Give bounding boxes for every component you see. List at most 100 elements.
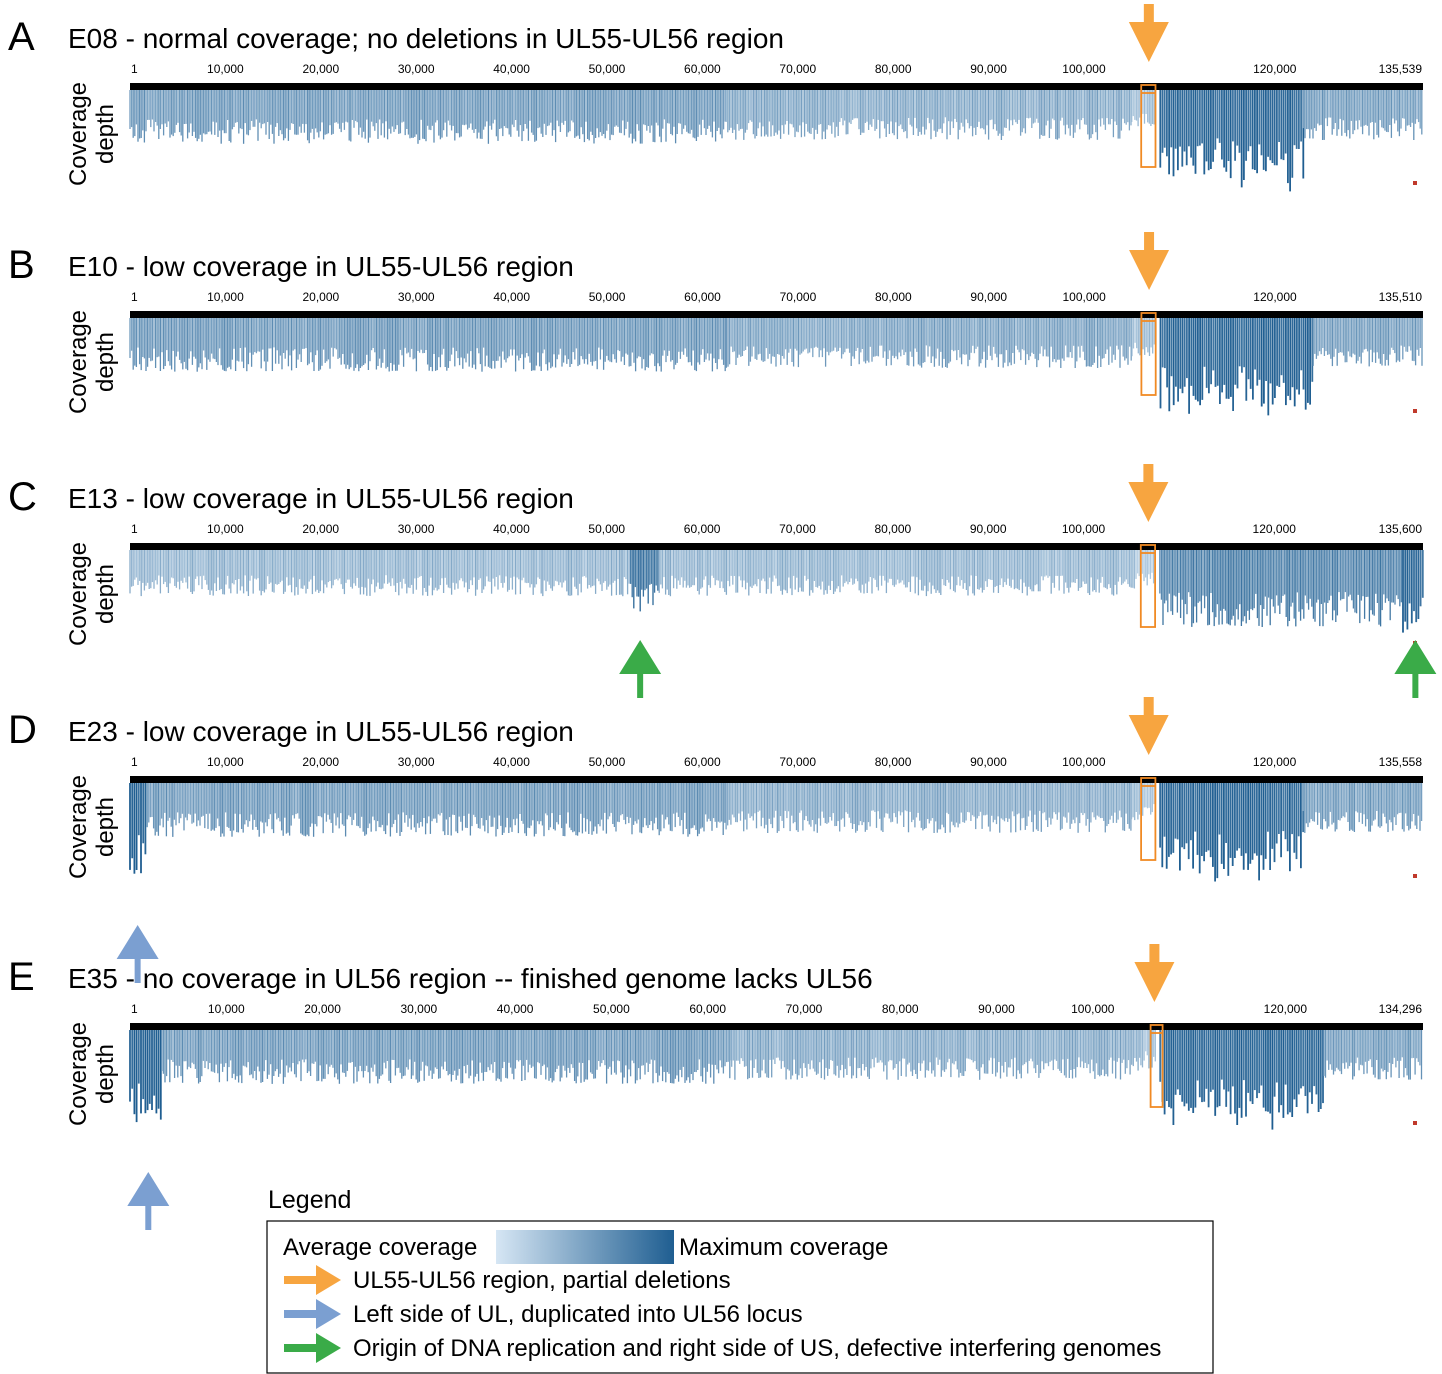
- tick-label: 40,000: [493, 755, 530, 769]
- genome-bar: [130, 776, 1423, 783]
- tick-label: 135,600: [1379, 522, 1423, 536]
- y-axis-label-line-2: depth: [92, 797, 119, 857]
- coverage-track: [129, 90, 1423, 192]
- panel-b: B E10 - low coverage in UL55-UL56 region C…: [8, 232, 1423, 416]
- genome-bar: [130, 1023, 1423, 1030]
- tick-label: 20,000: [302, 290, 339, 304]
- tick-label: 1: [131, 1002, 138, 1016]
- tick-label: 134,296: [1379, 1002, 1423, 1016]
- tick-label: 100,000: [1062, 755, 1106, 769]
- panel-title: E35 - no coverage in UL56 region -- fini…: [68, 963, 873, 994]
- panel-d: D E23 - low coverage in UL55-UL56 region C…: [8, 697, 1423, 983]
- legend-green-arrow: [284, 1333, 341, 1363]
- tick-label: 135,539: [1379, 62, 1423, 76]
- tick-label: 40,000: [497, 1002, 534, 1016]
- orange-arrow-down: [1128, 464, 1169, 522]
- tick-label: 50,000: [588, 522, 625, 536]
- blue-arrow-up: [116, 925, 159, 983]
- tick-label: 135,510: [1379, 290, 1423, 304]
- y-axis-label: Coveragedepth: [65, 1022, 119, 1126]
- legend-item-label: UL55-UL56 region, partial deletions: [353, 1267, 731, 1294]
- tick-label: 135,558: [1379, 755, 1423, 769]
- tick-label: 60,000: [689, 1002, 726, 1016]
- tick-label: 70,000: [786, 1002, 823, 1016]
- tick-label: 60,000: [684, 290, 721, 304]
- tick-label: 90,000: [970, 290, 1007, 304]
- tick-label: 70,000: [779, 755, 816, 769]
- tick-label: 1: [131, 755, 138, 769]
- tick-label: 20,000: [302, 62, 339, 76]
- tick-label: 60,000: [684, 755, 721, 769]
- tick-label: 1: [131, 290, 138, 304]
- tick-label: 70,000: [780, 290, 817, 304]
- tick-label: 1: [131, 62, 138, 76]
- legend-box: [266, 1220, 1214, 1374]
- tick-label: 120,000: [1253, 290, 1297, 304]
- panel-letter: E: [8, 955, 35, 999]
- tick-label: 30,000: [398, 62, 435, 76]
- tick-label: 80,000: [875, 755, 912, 769]
- y-axis-label-line-2: depth: [92, 104, 119, 164]
- tick-label: 90,000: [970, 755, 1007, 769]
- orange-arrow-down: [1128, 4, 1169, 62]
- tick-label: 70,000: [779, 62, 816, 76]
- y-axis-label: Coveragedepth: [65, 775, 119, 879]
- coverage-track: [129, 550, 1424, 633]
- tick-label: 10,000: [208, 1002, 245, 1016]
- panel-title: E08 - normal coverage; no deletions in U…: [68, 23, 784, 54]
- y-axis-label-line-1: Coverage: [65, 1022, 92, 1126]
- y-axis-label-line-1: Coverage: [65, 542, 92, 646]
- tick-label: 120,000: [1253, 522, 1297, 536]
- ul55-ul56-highlight-box: [1140, 312, 1157, 396]
- tick-label: 100,000: [1071, 1002, 1115, 1016]
- y-axis-label-line-1: Coverage: [65, 310, 92, 414]
- panel-title: E23 - low coverage in UL55-UL56 region: [68, 716, 574, 747]
- panel-title: E13 - low coverage in UL55-UL56 region: [68, 483, 574, 514]
- tick-label: 10,000: [207, 62, 244, 76]
- panel-letter: D: [8, 708, 37, 752]
- blue-arrow-up: [127, 1172, 170, 1230]
- legend-orange-arrow: [284, 1265, 341, 1295]
- panel-a: A E08 - normal coverage; no deletions in …: [8, 4, 1423, 192]
- tick-label: 30,000: [398, 522, 435, 536]
- green-arrow-up: [619, 640, 662, 698]
- tick-label: 90,000: [978, 1002, 1015, 1016]
- tick-label: 100,000: [1062, 522, 1106, 536]
- y-axis-label: Coveragedepth: [65, 542, 119, 646]
- orange-arrow-down: [1129, 232, 1170, 290]
- coverage-track: [129, 318, 1423, 416]
- tick-label: 100,000: [1062, 62, 1106, 76]
- tick-label: 20,000: [302, 755, 339, 769]
- y-axis-label-line-2: depth: [92, 1044, 119, 1104]
- orange-arrow-down: [1134, 944, 1175, 1002]
- tick-label: 20,000: [302, 522, 339, 536]
- tick-label: 1: [131, 522, 138, 536]
- coverage-track: [129, 783, 1423, 882]
- y-axis-label-line-2: depth: [92, 332, 119, 392]
- marker: [1413, 409, 1417, 413]
- tick-label: 20,000: [304, 1002, 341, 1016]
- legend-item-label: Origin of DNA replication and right side…: [353, 1335, 1161, 1362]
- tick-label: 80,000: [875, 290, 912, 304]
- tick-label: 90,000: [970, 522, 1007, 536]
- panel-letter: A: [8, 15, 35, 59]
- tick-label: 30,000: [398, 755, 435, 769]
- legend-blue-arrow: [284, 1299, 341, 1329]
- tick-label: 50,000: [589, 755, 626, 769]
- panel-letter: B: [8, 243, 35, 287]
- tick-label: 30,000: [400, 1002, 437, 1016]
- legend-items: UL55-UL56 region, partial deletions Left …: [284, 1265, 1161, 1363]
- tick-label: 90,000: [970, 62, 1007, 76]
- tick-label: 70,000: [779, 522, 816, 536]
- tick-label: 80,000: [875, 62, 912, 76]
- legend-gradient-bar: [496, 1230, 674, 1264]
- tick-label: 80,000: [882, 1002, 919, 1016]
- tick-label: 40,000: [493, 62, 530, 76]
- tick-label: 10,000: [207, 290, 244, 304]
- tick-label: 10,000: [207, 755, 244, 769]
- orange-arrow-down: [1128, 697, 1169, 755]
- legend-title: Legend: [268, 1186, 351, 1214]
- genome-bar: [130, 543, 1423, 550]
- tick-label: 40,000: [493, 290, 530, 304]
